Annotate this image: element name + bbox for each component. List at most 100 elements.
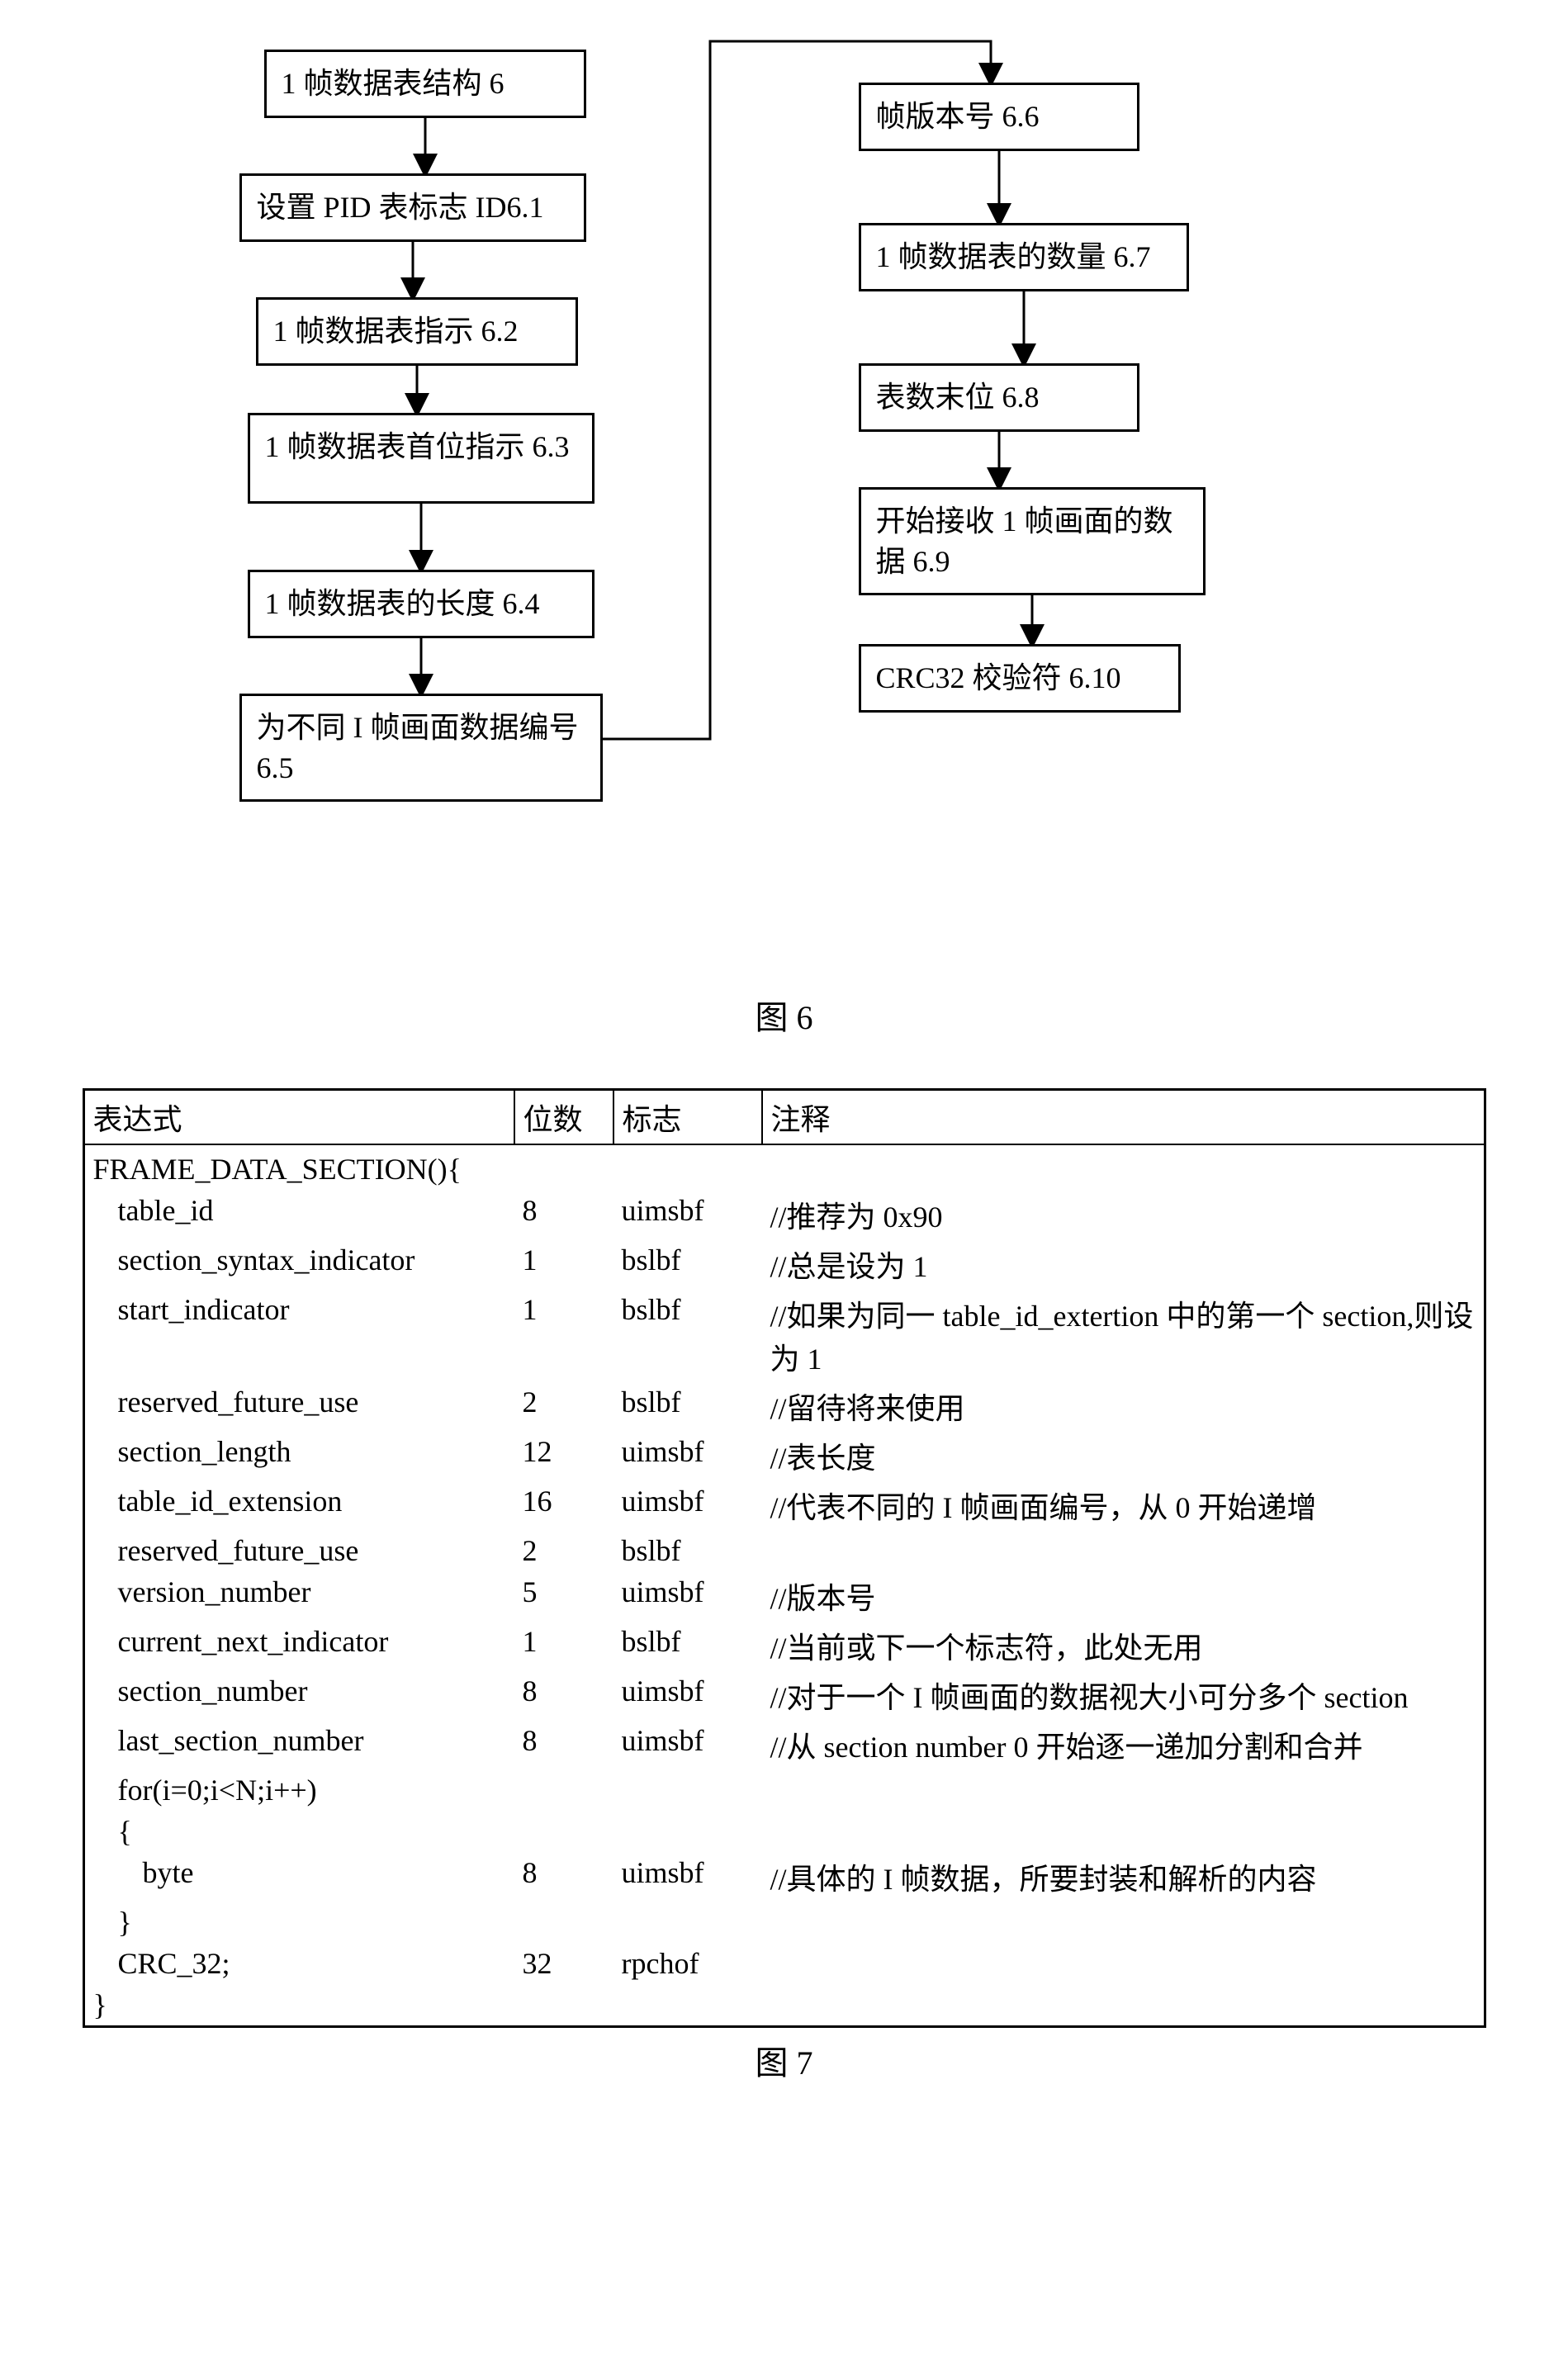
syntax-bits: 32 xyxy=(514,1943,613,1984)
syntax-expr: for(i=0;i<N;i++) xyxy=(85,1769,514,1811)
syntax-flag: rpchof xyxy=(613,1943,762,1984)
syntax-expr: last_section_number xyxy=(85,1720,514,1769)
syntax-flag: bslbf xyxy=(613,1621,762,1670)
header-flag: 标志 xyxy=(613,1091,762,1144)
syntax-row: byte8uimsbf//具体的 I 帧数据，所要封装和解析的内容 xyxy=(85,1852,1484,1902)
flow-node-n2: 设置 PID 表标志 ID6.1 xyxy=(239,173,586,242)
syntax-row: current_next_indicator1bslbf//当前或下一个标志符，… xyxy=(85,1621,1484,1670)
syntax-note xyxy=(762,1811,1484,1852)
syntax-expr: byte xyxy=(85,1852,514,1902)
syntax-flag: bslbf xyxy=(613,1530,762,1571)
syntax-flag: uimsbf xyxy=(613,1480,762,1530)
syntax-bits: 8 xyxy=(514,1670,613,1720)
syntax-row: section_number8uimsbf//对于一个 I 帧画面的数据视大小可… xyxy=(85,1670,1484,1720)
syntax-note: //总是设为 1 xyxy=(762,1239,1484,1289)
syntax-bits: 1 xyxy=(514,1239,613,1289)
syntax-expr: version_number xyxy=(85,1571,514,1621)
syntax-bits xyxy=(514,1769,613,1811)
syntax-expr: start_indicator xyxy=(85,1289,514,1381)
syntax-note xyxy=(762,1769,1484,1811)
syntax-row: section_syntax_indicator1bslbf//总是设为 1 xyxy=(85,1239,1484,1289)
syntax-flag: bslbf xyxy=(613,1239,762,1289)
syntax-flag: uimsbf xyxy=(613,1852,762,1902)
syntax-expr: section_number xyxy=(85,1670,514,1720)
syntax-bits: 12 xyxy=(514,1431,613,1480)
syntax-bits: 8 xyxy=(514,1190,613,1239)
syntax-bits xyxy=(514,1811,613,1852)
figure-7-caption: 图 7 xyxy=(50,2036,1518,2084)
syntax-flag: uimsbf xyxy=(613,1190,762,1239)
syntax-bits: 2 xyxy=(514,1530,613,1571)
syntax-flag xyxy=(613,1769,762,1811)
syntax-note: //留待将来使用 xyxy=(762,1381,1484,1431)
flow-node-n3: 1 帧数据表指示 6.2 xyxy=(256,297,578,366)
syntax-closer-row: } xyxy=(85,1984,1484,2025)
syntax-row: } xyxy=(85,1902,1484,1943)
syntax-row: for(i=0;i<N;i++) xyxy=(85,1769,1484,1811)
syntax-flag xyxy=(613,1902,762,1943)
syntax-table-figure-7: 表达式 位数 标志 注释 FRAME_DATA_SECTION(){ table… xyxy=(83,1088,1486,2028)
syntax-note: //从 section number 0 开始逐一递加分割和合并 xyxy=(762,1720,1484,1769)
flow-node-n7: 帧版本号 6.6 xyxy=(859,83,1139,151)
syntax-row: CRC_32;32rpchof xyxy=(85,1943,1484,1984)
syntax-expr: section_syntax_indicator xyxy=(85,1239,514,1289)
syntax-flag: uimsbf xyxy=(613,1571,762,1621)
syntax-note xyxy=(762,1530,1484,1571)
syntax-note xyxy=(762,1943,1484,1984)
syntax-row: section_length12uimsbf//表长度 xyxy=(85,1431,1484,1480)
syntax-note: //具体的 I 帧数据，所要封装和解析的内容 xyxy=(762,1852,1484,1902)
syntax-expr: reserved_future_use xyxy=(85,1530,514,1571)
syntax-bits: 5 xyxy=(514,1571,613,1621)
syntax-row: version_number5uimsbf//版本号 xyxy=(85,1571,1484,1621)
syntax-flag: bslbf xyxy=(613,1381,762,1431)
syntax-row: reserved_future_use2bslbf xyxy=(85,1530,1484,1571)
syntax-row: { xyxy=(85,1811,1484,1852)
syntax-expr: current_next_indicator xyxy=(85,1621,514,1670)
flow-node-n4: 1 帧数据表首位指示 6.3 xyxy=(248,413,595,504)
header-expr: 表达式 xyxy=(85,1091,514,1144)
figure-6-caption: 图 6 xyxy=(50,991,1518,1039)
syntax-bits: 8 xyxy=(514,1720,613,1769)
syntax-row: last_section_number8uimsbf//从 section nu… xyxy=(85,1720,1484,1769)
header-bits: 位数 xyxy=(514,1091,613,1144)
syntax-expr: section_length xyxy=(85,1431,514,1480)
flowchart-figure-6: 1 帧数据表结构 6 设置 PID 表标志 ID6.1 1 帧数据表指示 6.2 1 … xyxy=(206,33,1362,958)
flow-node-n5: 1 帧数据表的长度 6.4 xyxy=(248,570,595,638)
syntax-note: //当前或下一个标志符，此处无用 xyxy=(762,1621,1484,1670)
syntax-note: //表长度 xyxy=(762,1431,1484,1480)
syntax-flag: uimsbf xyxy=(613,1670,762,1720)
syntax-bits: 8 xyxy=(514,1852,613,1902)
syntax-opener: FRAME_DATA_SECTION(){ xyxy=(85,1144,1484,1190)
syntax-row: reserved_future_use2bslbf//留待将来使用 xyxy=(85,1381,1484,1431)
syntax-row: start_indicator1bslbf//如果为同一 table_id_ex… xyxy=(85,1289,1484,1381)
syntax-note: //版本号 xyxy=(762,1571,1484,1621)
syntax-flag xyxy=(613,1811,762,1852)
table-header-row: 表达式 位数 标志 注释 xyxy=(85,1091,1484,1144)
syntax-bits: 1 xyxy=(514,1289,613,1381)
syntax-expr: CRC_32; xyxy=(85,1943,514,1984)
syntax-flag: bslbf xyxy=(613,1289,762,1381)
syntax-note: //代表不同的 I 帧画面编号，从 0 开始递增 xyxy=(762,1480,1484,1530)
syntax-bits xyxy=(514,1902,613,1943)
syntax-flag: uimsbf xyxy=(613,1720,762,1769)
syntax-expr: reserved_future_use xyxy=(85,1381,514,1431)
syntax-expr: } xyxy=(85,1902,514,1943)
syntax-flag: uimsbf xyxy=(613,1431,762,1480)
syntax-note: //如果为同一 table_id_extertion 中的第一个 section… xyxy=(762,1289,1484,1381)
syntax-note xyxy=(762,1902,1484,1943)
flow-node-n8: 1 帧数据表的数量 6.7 xyxy=(859,223,1189,291)
syntax-note: //推荐为 0x90 xyxy=(762,1190,1484,1239)
syntax-expr: table_id_extension xyxy=(85,1480,514,1530)
syntax-expr: table_id xyxy=(85,1190,514,1239)
flow-node-n1: 1 帧数据表结构 6 xyxy=(264,50,586,118)
flow-node-n6: 为不同 I 帧画面数据编号 6.5 xyxy=(239,694,603,802)
syntax-closer: } xyxy=(85,1984,1484,2025)
syntax-bits: 16 xyxy=(514,1480,613,1530)
flow-node-n10: 开始接收 1 帧画面的数据 6.9 xyxy=(859,487,1206,595)
syntax-bits: 2 xyxy=(514,1381,613,1431)
syntax-row: table_id8uimsbf//推荐为 0x90 xyxy=(85,1190,1484,1239)
syntax-expr: { xyxy=(85,1811,514,1852)
syntax-row: table_id_extension16uimsbf//代表不同的 I 帧画面编… xyxy=(85,1480,1484,1530)
syntax-note: //对于一个 I 帧画面的数据视大小可分多个 section xyxy=(762,1670,1484,1720)
syntax-bits: 1 xyxy=(514,1621,613,1670)
